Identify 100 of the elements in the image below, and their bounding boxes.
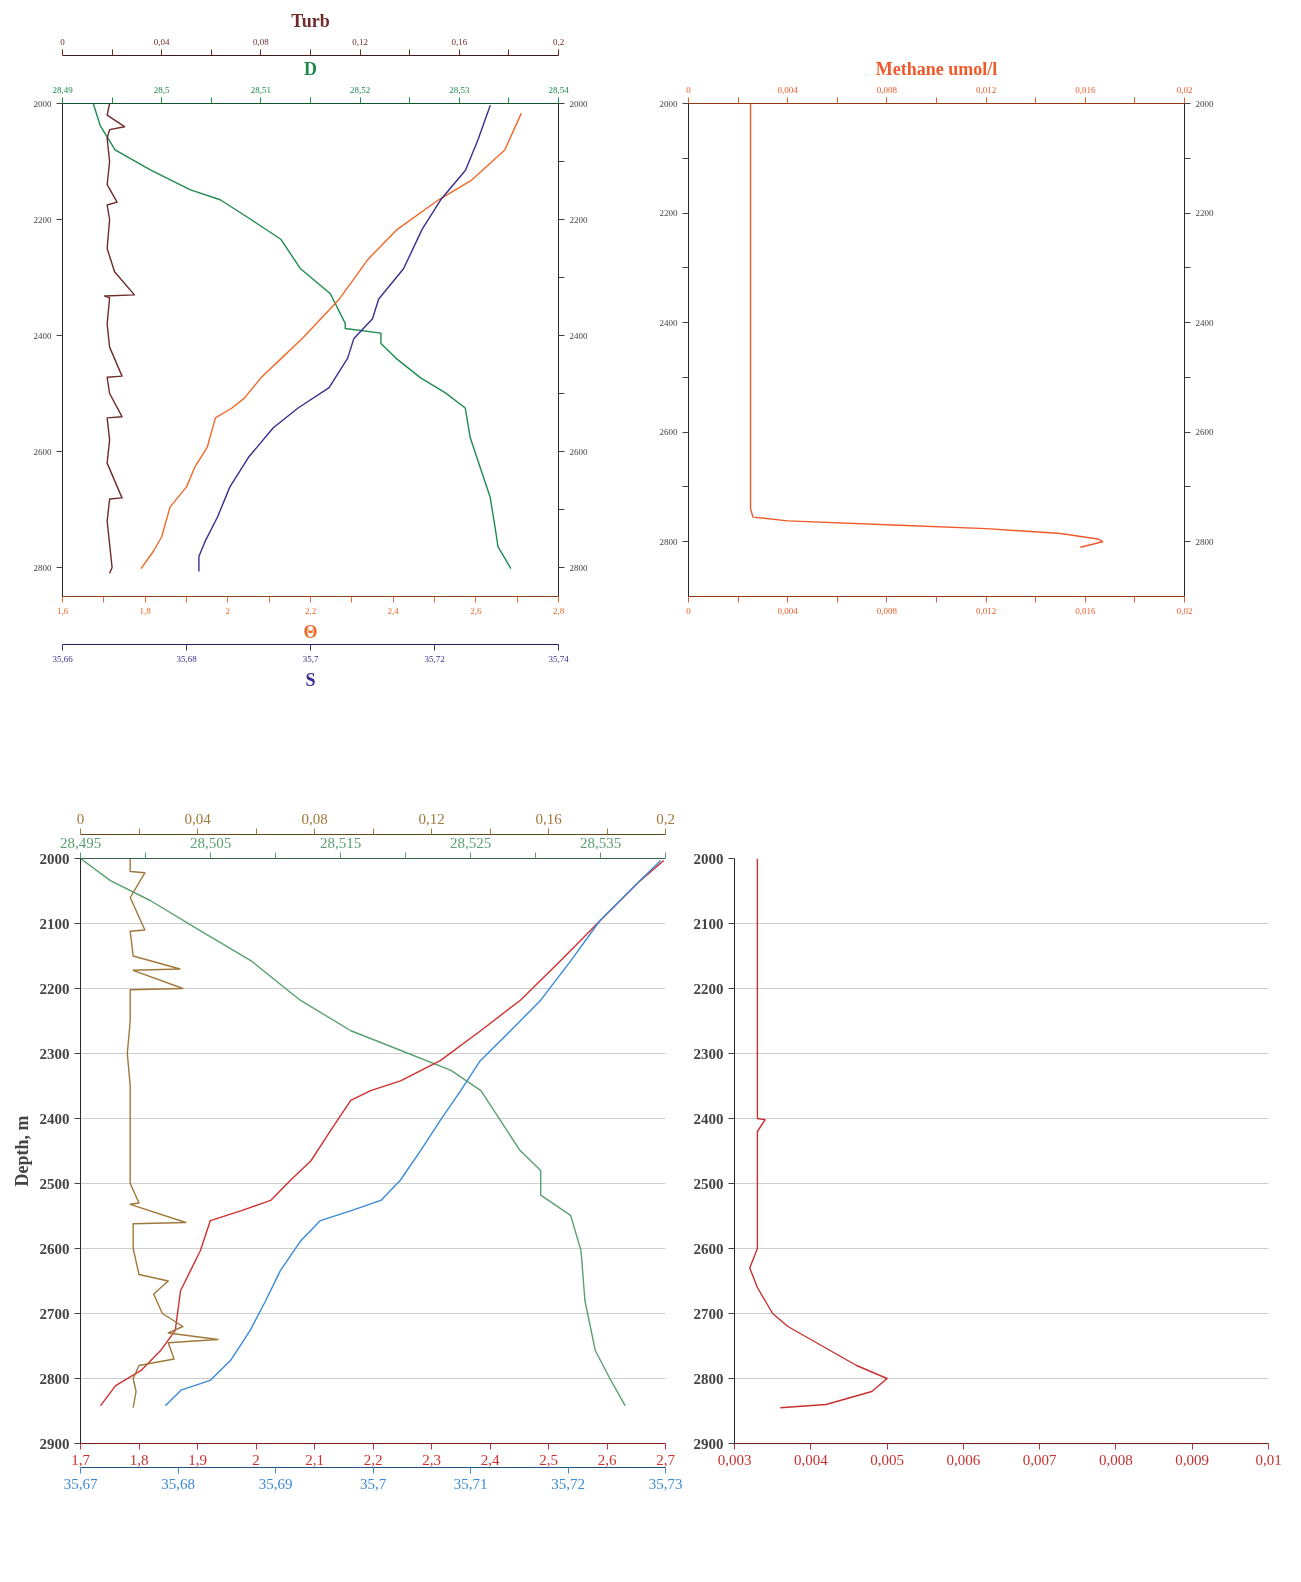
- x2-tick-label: 28,495: [59, 834, 102, 851]
- x2-tick-label: 0,012: [975, 84, 997, 95]
- x2-tick-label: 0,16: [535, 810, 563, 827]
- y-axis-title: Depth, m: [11, 1115, 32, 1187]
- y-tick-label: 2400: [693, 1110, 724, 1127]
- x2-tick-label: 0: [60, 36, 66, 47]
- x-tick-label: 35,7: [359, 1475, 387, 1492]
- x2-tick-label: 0,16: [451, 36, 468, 47]
- x2-tick-label: 0,12: [418, 810, 445, 827]
- y2-tick-label: 2600: [569, 446, 588, 457]
- y-tick-label: 2800: [693, 1370, 724, 1387]
- x2-tick-label: 0,2: [656, 810, 675, 827]
- x-tick-label: 0,02: [1176, 605, 1193, 616]
- x-tick-label: 35,72: [424, 653, 445, 664]
- x-tick-label: 2,5: [539, 1451, 558, 1468]
- y2-tick-label: 2200: [1195, 208, 1214, 219]
- x2-tick-label: 0,016: [1075, 84, 1096, 95]
- y-tick-label: 2600: [659, 427, 678, 438]
- y-tick-label: 2400: [39, 1110, 70, 1127]
- x-tick-label: 0: [686, 605, 692, 616]
- x-tick-label: 35,74: [548, 653, 570, 664]
- x2-tick-label: 0,004: [777, 84, 799, 95]
- x-tick-label: 0,006: [946, 1451, 981, 1468]
- x2-tick-label: 0,12: [352, 36, 368, 47]
- y-tick-label: 2900: [693, 1435, 724, 1452]
- y2-tick-label: 2000: [569, 98, 588, 109]
- y-tick-label: 2600: [693, 1240, 724, 1257]
- x2-tick-label: 0: [686, 84, 692, 95]
- x2-tick-label: 28,535: [579, 834, 622, 851]
- x-tick-label: 35,73: [648, 1475, 683, 1492]
- x2-tick-label: 28,505: [189, 834, 232, 851]
- x-tick-label: 35,7: [302, 653, 319, 664]
- x-tick-label: 0,012: [975, 605, 997, 616]
- x2-tick-label: 28,52: [349, 84, 371, 95]
- x-tick-label: 35,71: [453, 1475, 488, 1492]
- x-tick-label: 0,004: [777, 605, 799, 616]
- y-tick-label: 2500: [693, 1175, 724, 1192]
- y-tick-label: 2800: [33, 562, 52, 573]
- x-tick-label: 2,3: [422, 1451, 441, 1468]
- y-tick-label: 2200: [33, 214, 52, 225]
- x-tick-label: 35,66: [52, 653, 74, 664]
- x-tick-label: 2,4: [387, 605, 400, 616]
- y-tick-label: 2800: [39, 1370, 70, 1387]
- x2-axis-title: D: [304, 58, 317, 79]
- x-tick-label: 2,8: [552, 605, 565, 616]
- y-tick-label: 2000: [33, 98, 52, 109]
- y-tick-label: 2100: [39, 915, 70, 932]
- y-tick-label: 2200: [39, 980, 70, 997]
- y-tick-label: 2000: [693, 850, 724, 867]
- x-tick-label: 35,67: [63, 1475, 98, 1492]
- y-tick-label: 2900: [39, 1435, 70, 1452]
- x-tick-label: 0,007: [1022, 1451, 1058, 1468]
- x2-tick-label: 0,008: [876, 84, 898, 95]
- y-tick-label: 2800: [659, 536, 678, 547]
- x-tick-label: 2,2: [304, 605, 317, 616]
- x2-tick-label: 0,04: [184, 810, 212, 827]
- x-tick-label: 0,016: [1075, 605, 1096, 616]
- x2-tick-label: 28,515: [319, 834, 362, 851]
- x-tick-label: 35,72: [551, 1475, 585, 1492]
- x-tick-label: 0,005: [870, 1451, 904, 1468]
- x-tick-label: 1,6: [56, 605, 69, 616]
- x-tick-label: 0,003: [717, 1451, 752, 1468]
- x-tick-label: 1,8: [139, 605, 152, 616]
- y2-tick-label: 2600: [1195, 427, 1214, 438]
- y-tick-label: 2300: [39, 1045, 70, 1062]
- y2-tick-label: 2800: [1195, 536, 1214, 547]
- x2-tick-label: 0: [76, 810, 85, 827]
- x2-tick-label: 0,08: [301, 810, 328, 827]
- x-tick-label: 35,69: [258, 1475, 293, 1492]
- x-tick-label: 1,8: [129, 1451, 149, 1468]
- x-tick-label: 0,009: [1175, 1451, 1210, 1468]
- y-tick-label: 2700: [693, 1305, 724, 1322]
- y2-tick-label: 2000: [1195, 98, 1214, 109]
- x-tick-label: 0,008: [1099, 1451, 1133, 1468]
- y-tick-label: 2200: [659, 208, 678, 219]
- y2-tick-label: 2400: [569, 330, 588, 341]
- x-tick-label: 35,68: [161, 1475, 195, 1492]
- x2-tick-label: 28,53: [449, 84, 470, 95]
- y-tick-label: 2700: [39, 1305, 70, 1322]
- x-tick-label: 2,6: [470, 605, 482, 616]
- y-tick-label: 2200: [693, 980, 724, 997]
- x2-tick-label: 28,49: [52, 84, 74, 95]
- x2-tick-label: 0,04: [153, 36, 171, 47]
- x2-tick-label: 0,2: [552, 36, 565, 47]
- x-tick-label: 35,68: [176, 653, 198, 664]
- y-tick-label: 2300: [693, 1045, 724, 1062]
- x-tick-label: 1,7: [71, 1451, 91, 1468]
- y-tick-label: 2100: [693, 915, 724, 932]
- x-axis-title: Θ: [303, 621, 318, 642]
- y2-tick-label: 2800: [569, 562, 588, 573]
- x-tick-label: 2,7: [656, 1451, 676, 1468]
- x2-tick-label: 0,02: [1176, 84, 1193, 95]
- y-tick-label: 2600: [39, 1240, 70, 1257]
- x-tick-label: 0,008: [876, 605, 898, 616]
- x-tick-label: 1,9: [188, 1451, 207, 1468]
- x-tick-label: 2: [225, 605, 231, 616]
- y-tick-label: 2400: [33, 330, 52, 341]
- x2-tick-label: 28,51: [250, 84, 272, 95]
- x-tick-label: 2,4: [480, 1451, 500, 1468]
- y-tick-label: 2400: [659, 317, 678, 328]
